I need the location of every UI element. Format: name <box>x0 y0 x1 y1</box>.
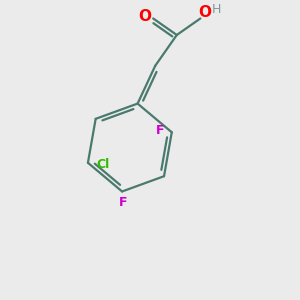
Text: Cl: Cl <box>96 158 110 171</box>
Text: F: F <box>155 124 164 137</box>
Text: F: F <box>119 196 128 209</box>
Text: O: O <box>198 4 211 20</box>
Text: O: O <box>139 9 152 24</box>
Text: H: H <box>212 3 221 16</box>
